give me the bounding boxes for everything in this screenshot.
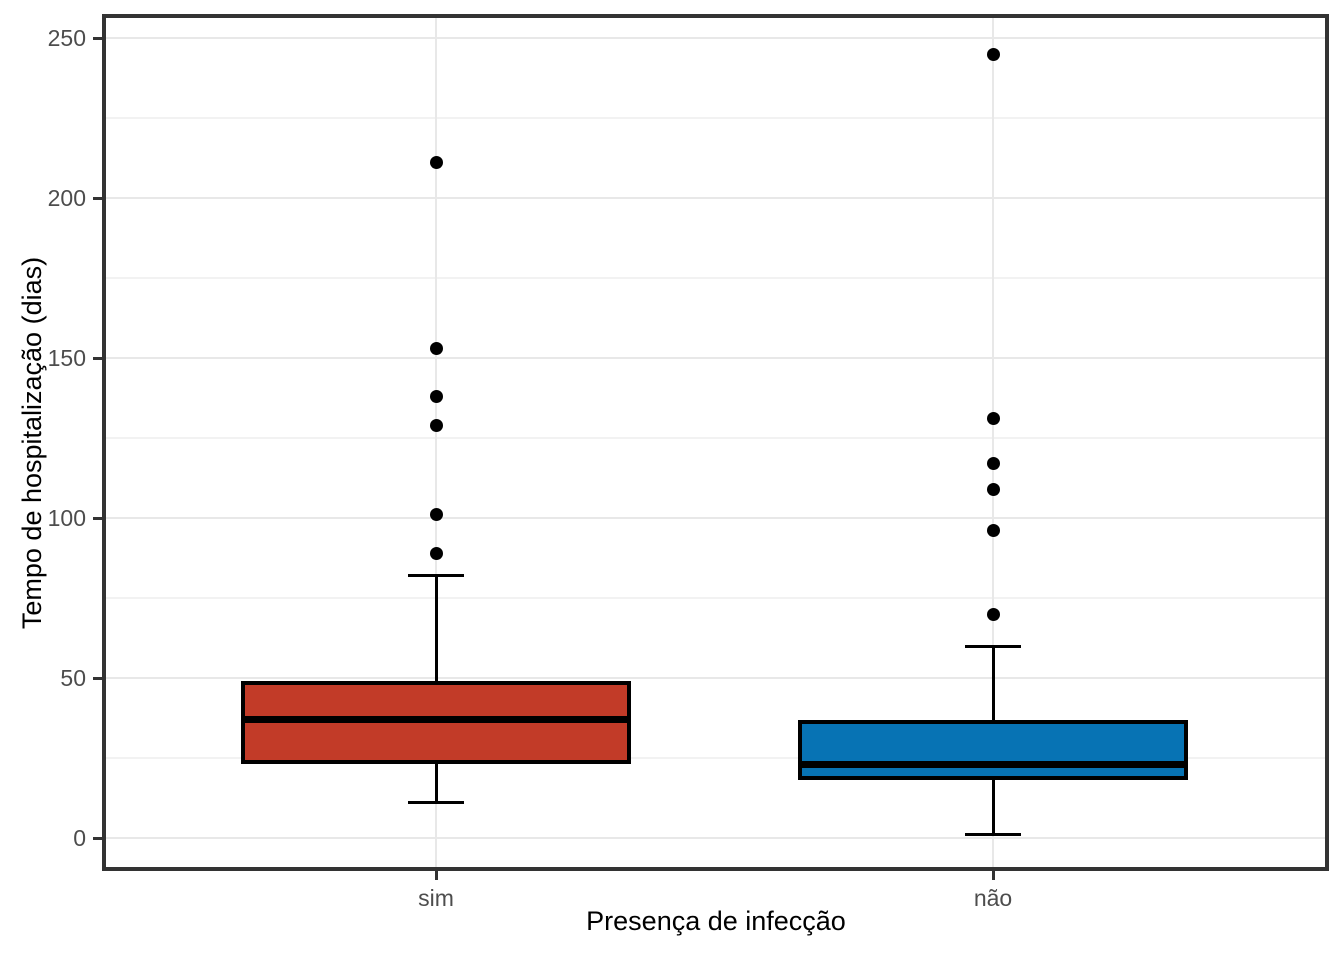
outlier-point-sim — [429, 418, 443, 432]
grid-major-line — [102, 677, 1329, 679]
plot-panel — [102, 14, 1329, 871]
outlier-point-nao — [986, 457, 1000, 471]
grid-major-line — [102, 37, 1329, 39]
outlier-point-nao — [986, 412, 1000, 426]
grid-minor-line — [102, 757, 1329, 759]
whisker-cap-min-nao — [965, 833, 1021, 837]
whisker-cap-max-nao — [965, 644, 1021, 648]
x-tick-label-sim: sim — [418, 885, 454, 911]
category-gridline-não — [992, 14, 994, 871]
median-sim — [245, 716, 627, 724]
box-nao — [798, 719, 1188, 781]
y-tick-label: 50 — [60, 665, 86, 691]
x-axis-title: Presença de infecção — [586, 906, 846, 936]
y-tick-mark — [93, 516, 102, 520]
grid-major-line — [102, 837, 1329, 839]
y-tick-label: 150 — [47, 345, 86, 371]
outlier-point-nao — [986, 47, 1000, 61]
outlier-point-sim — [429, 156, 443, 170]
outlier-point-sim — [429, 508, 443, 522]
median-nao — [802, 760, 1184, 768]
grid-major-line — [102, 197, 1329, 199]
outlier-point-nao — [986, 482, 1000, 496]
y-tick-label: 200 — [47, 185, 86, 211]
y-tick-mark — [93, 676, 102, 680]
y-tick-label: 0 — [73, 825, 86, 851]
grid-major-line — [102, 517, 1329, 519]
grid-minor-line — [102, 597, 1329, 599]
y-tick-label: 250 — [47, 25, 86, 51]
x-tick-mark — [434, 871, 438, 880]
x-tick-label-nao: não — [973, 885, 1013, 911]
grid-major-line — [102, 357, 1329, 359]
grid-minor-line — [102, 277, 1329, 279]
whisker-cap-min-sim — [408, 801, 464, 805]
outlier-point-sim — [429, 341, 443, 355]
grid-minor-line — [102, 117, 1329, 119]
outlier-point-nao — [986, 524, 1000, 538]
y-tick-mark — [93, 836, 102, 840]
y-tick-mark — [93, 356, 102, 360]
outlier-point-sim — [429, 389, 443, 403]
x-tick-mark — [991, 871, 995, 880]
whisker-cap-max-sim — [408, 574, 464, 578]
grid-minor-line — [102, 437, 1329, 439]
panel-border — [102, 14, 1329, 871]
category-gridline-sim — [435, 14, 437, 871]
y-tick-mark — [93, 36, 102, 40]
y-axis-title: Tempo de hospitalização (dias) — [17, 256, 47, 630]
y-tick-mark — [93, 196, 102, 200]
outlier-point-sim — [429, 546, 443, 560]
outlier-point-nao — [986, 607, 1000, 621]
y-tick-label: 100 — [47, 505, 86, 531]
